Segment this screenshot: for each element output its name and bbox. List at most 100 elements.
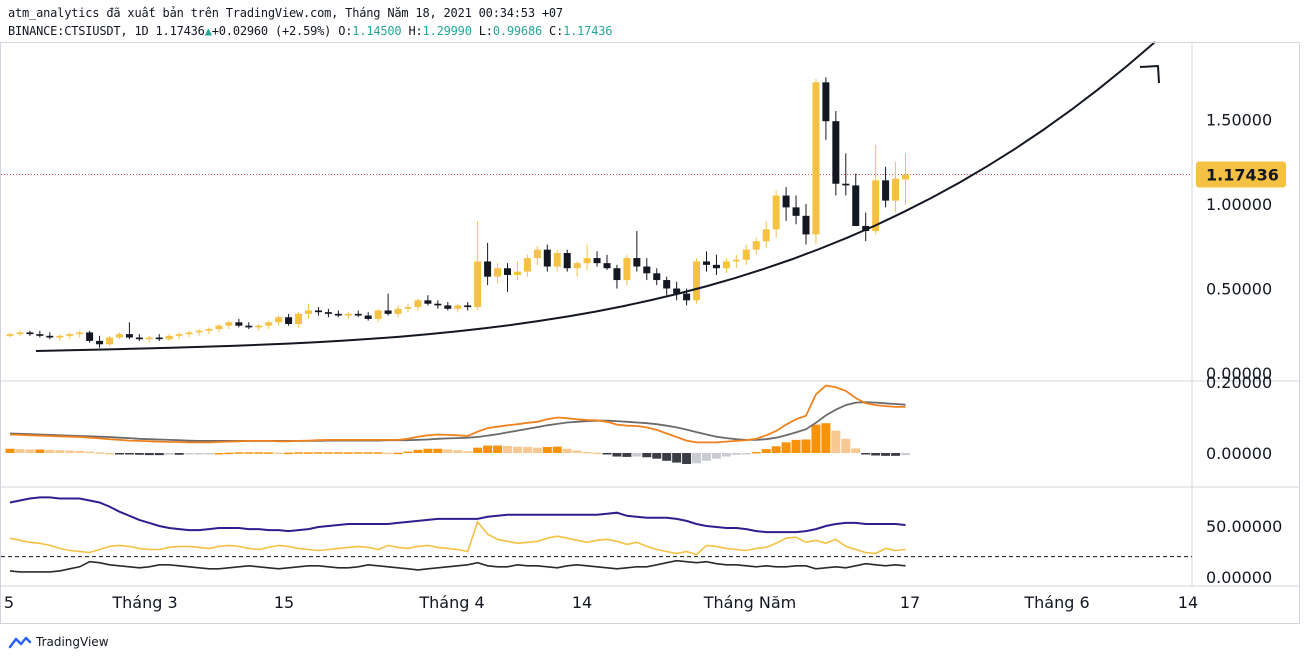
candle-body xyxy=(145,337,153,340)
candle-body xyxy=(314,310,322,313)
macd-histogram-bar xyxy=(811,424,821,453)
macd-histogram-bar xyxy=(274,452,284,455)
candle-body xyxy=(434,303,442,306)
tradingview-branding[interactable]: TradingView xyxy=(8,635,109,649)
macd-histogram-bar xyxy=(901,453,910,456)
macd-histogram-bar xyxy=(682,453,692,465)
macd-histogram-bar xyxy=(652,453,662,459)
oscillator-series-line xyxy=(9,520,906,556)
candle-body xyxy=(414,300,422,308)
price-change: +0.02960 (+2.59%) xyxy=(211,24,332,38)
candle-body xyxy=(245,325,253,328)
macd-histogram-bar xyxy=(473,447,483,453)
candle-body xyxy=(583,258,591,264)
close-label: C: xyxy=(549,24,564,38)
candle-body xyxy=(633,258,641,267)
candle-body xyxy=(235,322,243,326)
time-axis-tick: 15 xyxy=(274,593,294,612)
macd-histogram-bar xyxy=(85,451,95,454)
macd-histogram-bar xyxy=(5,448,15,453)
time-axis-tick: 5 xyxy=(4,593,14,612)
macd-histogram-bar xyxy=(363,452,373,454)
candle-body xyxy=(872,180,880,232)
macd-histogram-bar xyxy=(75,450,85,453)
macd-histogram-bar xyxy=(861,453,871,455)
macd-histogram-bar xyxy=(134,453,144,455)
candle-body xyxy=(852,185,860,226)
candle-body xyxy=(762,229,770,242)
candle-body xyxy=(842,183,850,186)
macd-histogram-bar xyxy=(403,451,413,454)
macd-histogram-bar xyxy=(124,453,134,455)
macd-histogram-bar xyxy=(662,453,672,461)
high-label: H: xyxy=(408,24,423,38)
symbol-name[interactable]: BINANCE:CTSIUSDT, 1D xyxy=(8,24,149,38)
macd-histogram-bar xyxy=(522,446,532,453)
candle-body xyxy=(832,121,840,184)
candle-body xyxy=(902,174,909,180)
macd-histogram-bar xyxy=(851,448,861,453)
candle-body xyxy=(36,334,44,336)
macd-histogram-bar xyxy=(313,452,323,454)
oscillator-series-line xyxy=(9,559,906,573)
time-axis-tick: 14 xyxy=(572,593,592,612)
trend-arrow-line xyxy=(35,41,1156,352)
open-value: 1.14500 xyxy=(352,24,402,38)
candle-body xyxy=(324,312,332,314)
candle-body xyxy=(782,195,790,208)
candle-body xyxy=(56,335,64,338)
oscillator-axis-tick: 50.00000 xyxy=(1206,517,1282,536)
candle-body xyxy=(394,308,402,314)
candle-body xyxy=(305,310,312,314)
candle-body xyxy=(76,332,84,335)
macd-histogram-bar xyxy=(204,453,214,455)
macd-histogram-bar xyxy=(343,452,353,454)
candle-body xyxy=(26,332,34,335)
candle-body xyxy=(703,261,710,265)
time-axis-tick: Tháng Năm xyxy=(703,593,796,612)
macd-histogram-bar xyxy=(144,453,154,456)
macd-histogram-bar xyxy=(731,453,741,455)
candle-body xyxy=(374,310,382,319)
macd-histogram-bar xyxy=(592,452,602,455)
macd-histogram-bar xyxy=(25,449,35,453)
time-axis-tick: Tháng 6 xyxy=(1023,593,1089,612)
macd-histogram-bar xyxy=(532,447,542,453)
candle-body xyxy=(513,271,521,275)
macd-histogram-bar xyxy=(512,446,522,453)
macd-histogram-bar xyxy=(721,453,731,457)
macd-histogram-bar xyxy=(612,453,622,457)
time-axis-tick: 17 xyxy=(900,593,920,612)
candle-body xyxy=(812,82,820,235)
candle-body xyxy=(523,258,531,272)
candle-body xyxy=(693,261,701,301)
macd-histogram-bar xyxy=(572,450,582,453)
macd-histogram-bar xyxy=(373,452,383,454)
candle-body xyxy=(115,334,123,338)
oscillator-series-line xyxy=(9,496,906,534)
macd-histogram-bar xyxy=(244,452,254,454)
candle-body xyxy=(593,258,601,264)
candle-body xyxy=(663,280,671,289)
candle-body xyxy=(125,334,133,338)
macd-histogram-bar xyxy=(383,452,393,455)
candle-body xyxy=(454,305,462,309)
price-axis-tick: 0.00000 xyxy=(1206,364,1272,383)
candle-body xyxy=(275,317,283,323)
candle-body xyxy=(265,322,273,326)
macd-histogram-bar xyxy=(284,452,294,455)
candle-body xyxy=(195,330,203,333)
candle-body xyxy=(295,313,303,324)
candle-body xyxy=(892,178,900,201)
candle-body xyxy=(862,225,870,232)
macd-histogram-bar xyxy=(562,448,572,453)
open-label: O: xyxy=(338,24,353,38)
candle-body xyxy=(603,263,611,269)
time-axis-tick: 14 xyxy=(1178,593,1198,612)
candle-body xyxy=(165,335,173,340)
candle-body xyxy=(613,268,621,281)
candle-body xyxy=(882,180,890,201)
macd-histogram-bar xyxy=(423,448,433,453)
macd-histogram-bar xyxy=(791,439,801,453)
